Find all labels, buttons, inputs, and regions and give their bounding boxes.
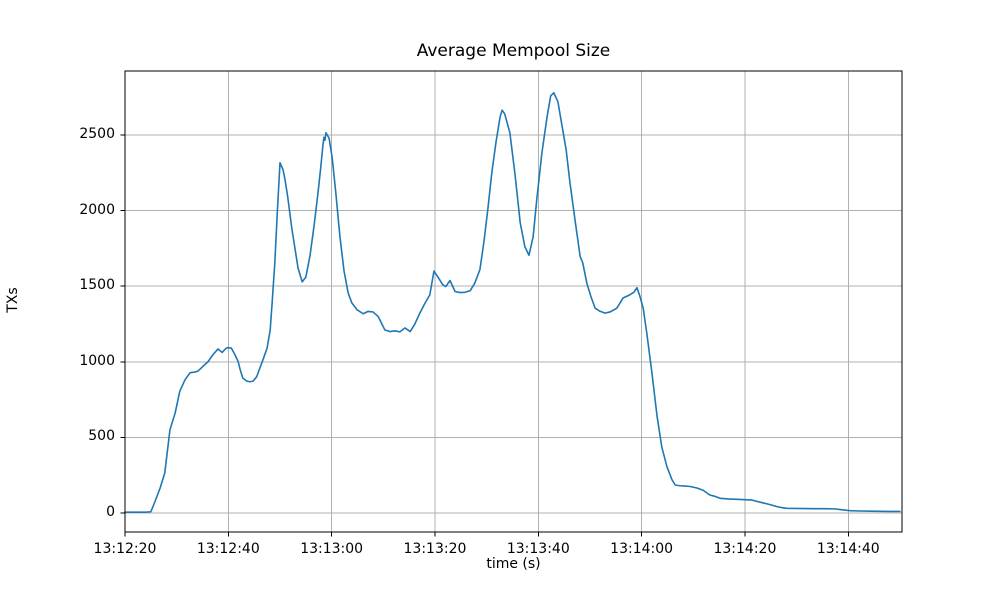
y-tick-label: 1000 [79, 352, 115, 369]
y-tick-label: 1500 [79, 277, 115, 294]
x-tick-label: 13:14:00 [610, 541, 674, 557]
chart-title: Average Mempool Size [416, 41, 611, 61]
plot-area [120, 70, 903, 537]
y-tick-label: 2500 [79, 126, 115, 143]
x-axis-label: time (s) [486, 556, 541, 572]
x-tick-label: 13:12:40 [196, 541, 260, 557]
x-tick-label: 13:12:20 [93, 541, 157, 557]
y-axis-label: TXs [5, 287, 21, 313]
data-line [124, 91, 901, 514]
x-tick-label: 13:14:20 [713, 541, 777, 557]
y-tick-label: 500 [88, 428, 115, 445]
x-tick-label: 13:13:20 [403, 541, 467, 557]
x-tick-label: 13:14:40 [816, 541, 880, 557]
y-tick-label: 2000 [79, 201, 115, 218]
y-tick-label: 0 [106, 503, 115, 520]
x-tick-label: 13:13:40 [506, 541, 570, 557]
x-tick-label: 13:13:00 [300, 541, 364, 557]
